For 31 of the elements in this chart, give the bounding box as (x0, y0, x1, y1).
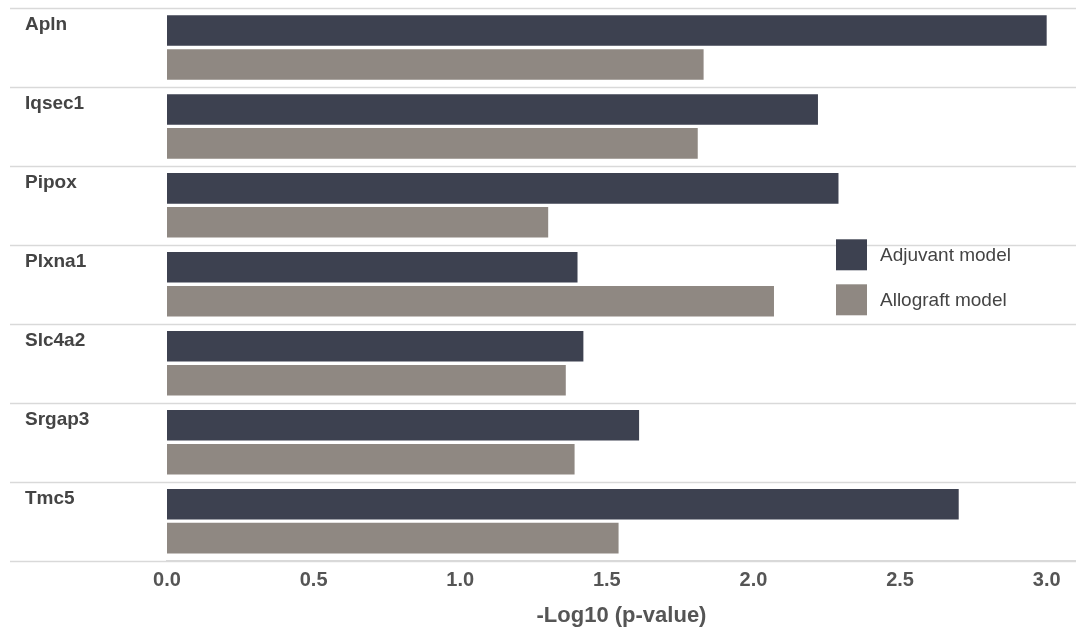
bar (167, 128, 698, 159)
bar (167, 252, 578, 283)
y-tick-label: Iqsec1 (25, 92, 85, 114)
bar (167, 94, 818, 125)
x-tick-label: 2.0 (739, 568, 768, 591)
y-tick-label: Plxna1 (25, 250, 87, 272)
x-tick-label: 1.5 (592, 568, 621, 591)
x-tick-label: 1.0 (446, 568, 475, 591)
bar (167, 488, 959, 520)
bar (167, 522, 619, 554)
x-tick-label: 0.5 (299, 568, 328, 591)
x-tick-label: 2.5 (886, 568, 914, 591)
bar (167, 443, 575, 475)
x-tick-label: 3.0 (1032, 568, 1061, 591)
bar (167, 15, 1047, 46)
legend-label: Adjuvant model (880, 243, 1011, 265)
y-tick-label: Pipox (25, 171, 78, 193)
legend-label: Allograft model (880, 288, 1007, 310)
y-tick-label: Slc4a2 (25, 329, 86, 351)
bar (167, 49, 704, 80)
x-tick-label: 0.0 (153, 568, 181, 591)
bar (167, 364, 566, 396)
x-axis-title: -Log10 (p-value) (536, 601, 707, 627)
bar (167, 173, 839, 204)
y-tick-label: Tmc5 (25, 486, 76, 508)
bar (167, 331, 584, 362)
bar (167, 207, 549, 238)
y-tick-label: Srgap3 (25, 407, 90, 429)
y-tick-label: Apln (25, 13, 68, 35)
bar (167, 409, 640, 441)
bar (167, 286, 774, 317)
